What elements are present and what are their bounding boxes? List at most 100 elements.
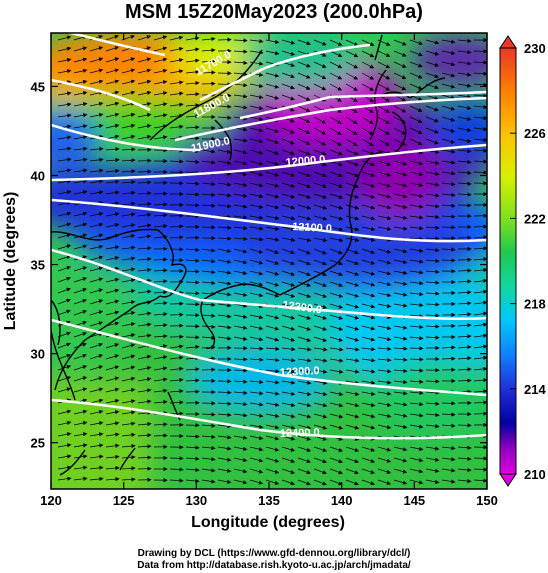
wind-arrow bbox=[89, 146, 104, 152]
wind-arrow bbox=[233, 160, 248, 166]
wind-arrow bbox=[329, 149, 343, 156]
wind-arrow bbox=[377, 303, 392, 309]
wind-arrow bbox=[185, 92, 200, 97]
wind-arrow bbox=[457, 356, 472, 361]
wind-arrow bbox=[121, 267, 136, 272]
wind-arrow bbox=[185, 445, 200, 450]
y-tick-label: 25 bbox=[31, 436, 45, 451]
colorbar-tick-label: 230 bbox=[524, 41, 546, 56]
wind-arrow bbox=[329, 237, 344, 243]
wind-arrow bbox=[425, 379, 440, 384]
wind-arrow bbox=[249, 424, 264, 429]
wind-arrow bbox=[89, 190, 104, 195]
wind-arrow bbox=[297, 193, 312, 199]
wind-arrow bbox=[185, 136, 200, 141]
wind-arrow bbox=[409, 182, 424, 188]
wind-arrow bbox=[393, 171, 408, 177]
wind-arrow bbox=[377, 127, 390, 135]
wind-arrow bbox=[393, 346, 408, 351]
wind-arrow bbox=[441, 412, 456, 417]
wind-arrow bbox=[153, 334, 168, 339]
wind-arrow bbox=[153, 257, 168, 262]
wind-arrow bbox=[185, 192, 200, 197]
wind-arrow bbox=[297, 446, 312, 452]
wind-arrow bbox=[185, 344, 200, 350]
wind-arrow bbox=[249, 193, 264, 199]
wind-arrow bbox=[73, 353, 87, 360]
wind-arrow bbox=[57, 353, 71, 360]
wind-arrow bbox=[217, 435, 232, 440]
wind-arrow bbox=[297, 292, 312, 298]
wind-arrow bbox=[265, 50, 280, 56]
wind-arrow bbox=[57, 476, 72, 481]
wind-arrow bbox=[409, 446, 424, 451]
wind-arrow bbox=[297, 391, 312, 396]
wind-arrow bbox=[249, 105, 264, 111]
wind-arrow bbox=[313, 347, 328, 352]
wind-arrow bbox=[329, 314, 344, 320]
wind-arrow bbox=[57, 46, 72, 52]
wind-arrow bbox=[409, 61, 423, 68]
wind-arrow bbox=[297, 303, 312, 309]
wind-arrow bbox=[105, 134, 120, 140]
wind-arrow bbox=[313, 259, 327, 266]
wind-arrow bbox=[457, 323, 472, 328]
x-tick-label: 140 bbox=[331, 493, 353, 508]
wind-arrow bbox=[425, 412, 440, 418]
wind-arrow bbox=[233, 49, 248, 54]
wind-arrow bbox=[185, 467, 200, 473]
wind-arrow bbox=[377, 204, 392, 210]
wind-arrow bbox=[249, 149, 264, 155]
wind-arrow bbox=[329, 446, 344, 452]
y-tick-label: 35 bbox=[31, 258, 45, 273]
wind-arrow bbox=[105, 365, 120, 371]
wind-arrow bbox=[393, 248, 408, 254]
wind-arrow bbox=[265, 325, 280, 331]
wind-arrow bbox=[425, 335, 440, 340]
wind-arrow bbox=[121, 68, 136, 74]
wind-arrow bbox=[377, 270, 392, 276]
wind-arrow bbox=[377, 424, 392, 430]
wind-arrow bbox=[409, 171, 424, 177]
wind-arrow bbox=[57, 168, 72, 173]
wind-arrow bbox=[249, 479, 264, 485]
wind-arrow bbox=[233, 215, 248, 220]
contour-label-12200: 12200.0 bbox=[282, 299, 323, 316]
wind-arrow bbox=[377, 171, 392, 177]
wind-arrow bbox=[249, 346, 264, 351]
wind-arrow bbox=[137, 180, 152, 185]
wind-arrow bbox=[297, 358, 312, 363]
wind-arrow bbox=[345, 336, 360, 342]
wind-arrow bbox=[409, 324, 424, 330]
wind-arrow bbox=[313, 303, 328, 309]
wind-arrow bbox=[185, 103, 200, 108]
wind-arrow bbox=[249, 94, 264, 100]
wind-arrow bbox=[153, 102, 168, 107]
wind-arrow bbox=[249, 325, 264, 331]
wind-arrow bbox=[313, 292, 328, 298]
wind-arrow bbox=[121, 322, 136, 327]
wind-arrow bbox=[137, 365, 152, 371]
wind-arrow bbox=[457, 279, 472, 284]
wind-arrow bbox=[377, 336, 392, 342]
wind-arrow bbox=[73, 266, 88, 272]
wind-arrow bbox=[425, 225, 440, 230]
wind-arrow bbox=[249, 116, 264, 122]
wind-arrow bbox=[473, 224, 487, 229]
wind-arrow bbox=[297, 259, 311, 266]
wind-arrow bbox=[473, 71, 487, 76]
wind-arrow bbox=[425, 324, 440, 329]
wind-arrow bbox=[105, 321, 120, 327]
wind-arrow bbox=[265, 380, 280, 385]
wind-arrow bbox=[57, 244, 72, 250]
wind-arrow bbox=[249, 182, 264, 188]
wind-arrow bbox=[313, 226, 328, 232]
wind-arrow bbox=[361, 116, 374, 125]
wind-arrow bbox=[121, 443, 136, 449]
wind-arrow bbox=[313, 446, 328, 452]
wind-arrow bbox=[393, 204, 408, 209]
wind-arrow bbox=[281, 468, 295, 474]
wind-arrow bbox=[249, 457, 264, 463]
wind-arrow bbox=[217, 104, 232, 109]
wind-arrow bbox=[137, 311, 152, 316]
